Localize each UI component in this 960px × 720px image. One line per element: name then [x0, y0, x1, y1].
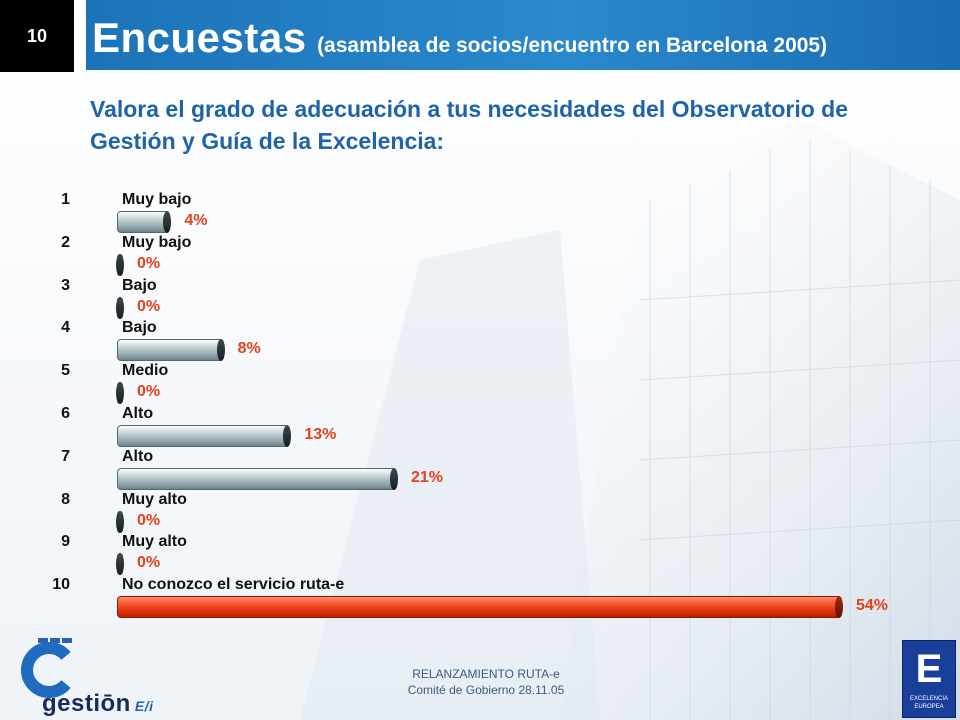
- chart-bar: [116, 510, 124, 533]
- chart-bar: [116, 382, 124, 405]
- chart-category-label: No conozco el servicio ruta-e: [122, 576, 345, 594]
- chart-row-number: 1: [61, 191, 70, 208]
- chart-value-label: 0%: [137, 511, 161, 529]
- gestion-logo-icon: [21, 638, 72, 698]
- chart-category-label: Medio: [122, 362, 169, 380]
- logo-right-letter: E: [915, 647, 943, 691]
- chart-value-label: 21%: [411, 468, 444, 486]
- chart-bar: [117, 467, 398, 490]
- gestion-logo-text: gestiōn E/i: [42, 690, 153, 718]
- chart-row-number: 4: [61, 319, 70, 337]
- chart-category-label: Bajo: [122, 319, 157, 337]
- chart-row-number: 10: [52, 576, 70, 594]
- chart-value-label: 4%: [184, 212, 208, 229]
- chart-value-label: 0%: [137, 383, 161, 401]
- chart-value-label: 0%: [137, 297, 161, 315]
- chart-value-label: 0%: [137, 554, 161, 572]
- chart-row-number: 7: [61, 447, 70, 465]
- title-main: Encuestas: [92, 14, 307, 61]
- logo-left-text: gestiōn: [42, 690, 131, 717]
- chart-bar: [117, 339, 225, 362]
- title-subtitle: (asamblea de socios/encuentro en Barcelo…: [317, 34, 828, 57]
- chart-bar: [116, 253, 124, 276]
- footer-line-2: Comité de Gobierno 28.11.05: [407, 683, 565, 697]
- chart-category-label: Alto: [122, 447, 154, 465]
- chart-row-number: 8: [61, 490, 70, 508]
- chart-value-label: 54%: [856, 597, 889, 615]
- slide-number: 10: [0, 0, 74, 72]
- chart-bar: [117, 596, 843, 619]
- excelencia-europea-logo: E EXCELENCIA EUROPEA: [902, 640, 956, 718]
- chart-bar: [117, 211, 172, 233]
- chart-category-label: Alto: [122, 405, 154, 422]
- logo-right-caption-2: EUROPEA: [914, 704, 944, 710]
- logo-right-caption-1: EXCELENCIA: [909, 696, 948, 702]
- chart-row-number: 5: [61, 362, 70, 380]
- survey-question: Valora el grado de adecuación a tus nece…: [90, 96, 849, 154]
- chart-category-label: Muy bajo: [122, 191, 192, 208]
- chart-value-label: 8%: [237, 340, 261, 358]
- chart-value-label: 0%: [137, 254, 161, 272]
- chart-category-label: Muy bajo: [122, 233, 192, 251]
- chart-category-label: Bajo: [122, 276, 157, 294]
- chart-row-number: 6: [61, 405, 70, 422]
- chart-row-number: 2: [61, 233, 70, 251]
- chart-bar: [116, 553, 124, 576]
- header-bar: [86, 0, 960, 70]
- chart-bar: [117, 425, 292, 447]
- logo-right-caption: EXCELENCIA EUROPEA: [903, 695, 955, 711]
- chart-row-number: 9: [61, 533, 70, 551]
- logo-left-suffix: E/i: [134, 698, 154, 714]
- chart-bar: [116, 296, 124, 319]
- chart-category-label: Muy alto: [122, 490, 187, 508]
- chart-category-label: Muy alto: [122, 533, 187, 551]
- chart-value-label: 13%: [304, 426, 337, 443]
- chart-row-number: 3: [61, 276, 70, 294]
- footer: RELANZAMIENTO RUTA-e Comité de Gobierno …: [396, 666, 576, 698]
- page-title: Encuestas (asamblea de socios/encuentro …: [92, 14, 827, 62]
- footer-line-1: RELANZAMIENTO RUTA-e: [412, 667, 560, 681]
